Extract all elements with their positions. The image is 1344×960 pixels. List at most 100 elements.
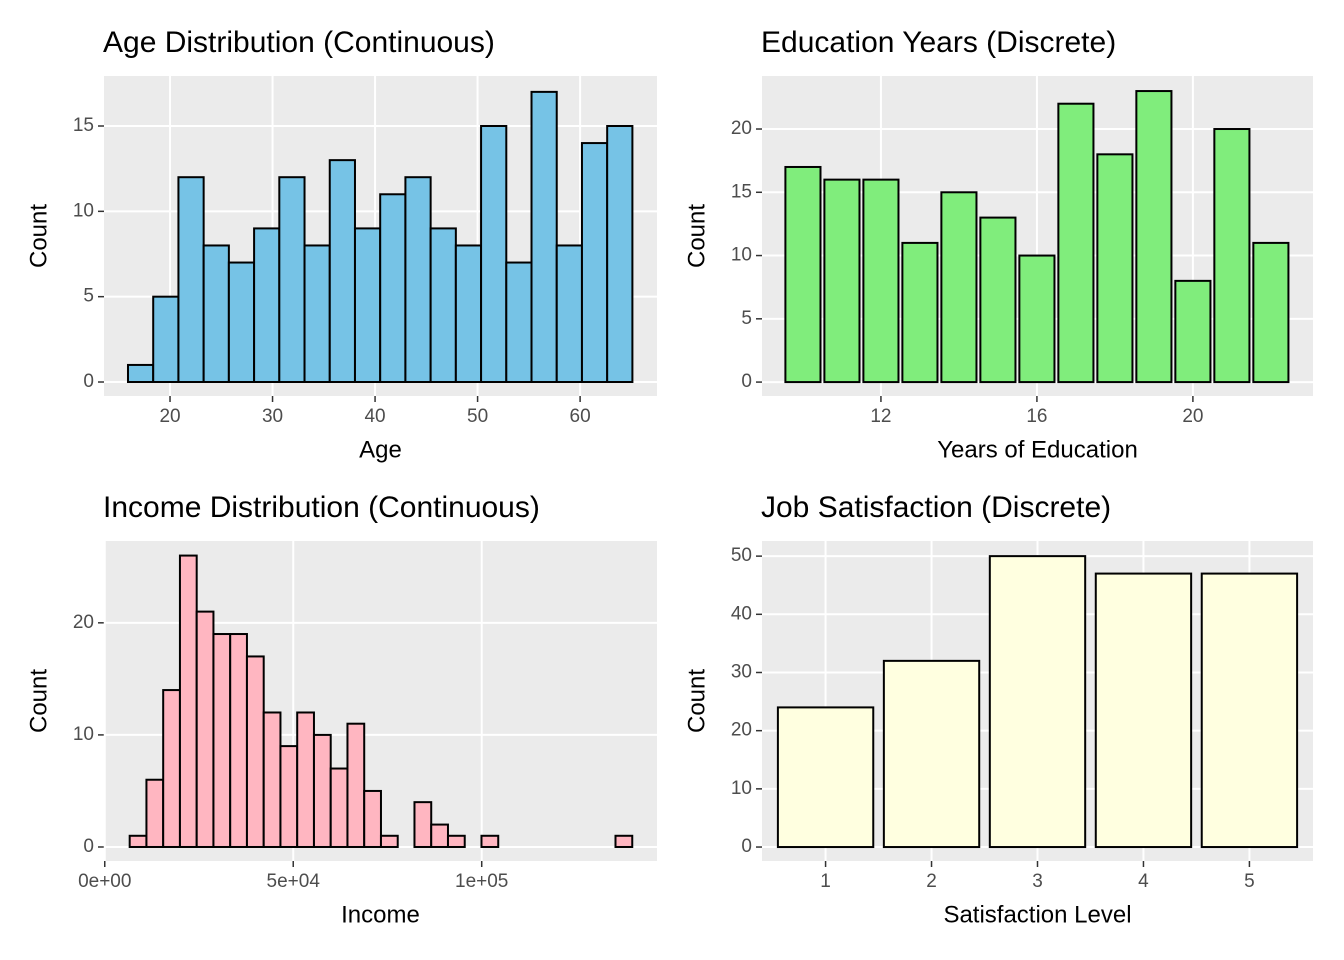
x-tick-label: 5e+04 xyxy=(267,871,321,892)
bar xyxy=(312,733,332,848)
bar xyxy=(1018,254,1056,384)
bar xyxy=(178,554,198,848)
bar xyxy=(379,834,399,848)
chart-title: Age Distribution (Continuous) xyxy=(103,26,495,59)
y-tick-label: 20 xyxy=(731,720,752,741)
y-tick-label: 5 xyxy=(83,286,94,307)
bar xyxy=(379,193,407,384)
x-axis-title: Satisfaction Level xyxy=(943,901,1131,928)
bar xyxy=(454,244,483,384)
bar xyxy=(430,823,449,848)
bar xyxy=(245,655,265,848)
bar xyxy=(229,633,248,848)
bar xyxy=(555,244,583,384)
y-tick-label: 0 xyxy=(83,371,94,392)
x-tick-label: 30 xyxy=(262,406,283,427)
bar xyxy=(988,555,1087,849)
bar xyxy=(296,711,315,848)
bar xyxy=(480,834,500,848)
bar xyxy=(1135,90,1173,384)
bar xyxy=(413,801,433,848)
bar xyxy=(882,659,981,849)
y-tick-label: 40 xyxy=(731,603,752,624)
bar xyxy=(162,689,181,848)
bar xyxy=(212,633,232,848)
x-tick-label: 1e+05 xyxy=(455,871,508,892)
bar xyxy=(429,227,457,384)
x-axis-title: Income xyxy=(341,901,420,928)
bar xyxy=(227,261,256,384)
bar xyxy=(1200,572,1299,849)
bar xyxy=(279,745,299,848)
bar xyxy=(505,261,533,384)
y-tick-label: 15 xyxy=(731,181,752,202)
bar xyxy=(446,834,466,848)
y-tick-label: 10 xyxy=(73,724,94,745)
bar xyxy=(1096,153,1134,384)
bar xyxy=(195,610,215,848)
bar xyxy=(776,706,875,849)
bar xyxy=(823,178,861,384)
bar xyxy=(979,216,1017,384)
bar xyxy=(278,176,306,384)
y-tick-label: 30 xyxy=(731,662,752,683)
bar xyxy=(353,227,382,384)
bar xyxy=(1252,241,1290,384)
y-tick-label: 0 xyxy=(741,836,752,857)
bar xyxy=(940,191,978,384)
chart-title: Income Distribution (Continuous) xyxy=(103,491,540,524)
bar xyxy=(328,159,356,384)
y-axis-title: Count xyxy=(25,204,52,268)
x-tick-label: 50 xyxy=(467,406,488,427)
bar xyxy=(128,834,148,848)
y-axis-title: Count xyxy=(683,204,710,268)
bar xyxy=(1057,102,1095,384)
x-axis-title: Years of Education xyxy=(937,436,1138,463)
bar xyxy=(1174,279,1212,384)
bar xyxy=(614,834,634,848)
y-tick-label: 0 xyxy=(83,836,94,857)
x-tick-label: 16 xyxy=(1026,406,1047,427)
x-tick-label: 20 xyxy=(159,406,180,427)
y-axis-title: Count xyxy=(683,669,710,733)
bar xyxy=(202,244,230,384)
bar xyxy=(404,176,432,384)
bar xyxy=(363,789,382,848)
x-tick-label: 4 xyxy=(1138,871,1149,892)
bar xyxy=(303,244,331,384)
x-axis-title: Age xyxy=(359,436,402,463)
x-tick-label: 3 xyxy=(1032,871,1043,892)
bar xyxy=(1094,572,1193,849)
bar xyxy=(152,295,180,384)
y-tick-label: 10 xyxy=(731,778,752,799)
bar xyxy=(253,227,281,384)
x-tick-label: 0e+00 xyxy=(78,871,131,892)
x-tick-label: 20 xyxy=(1182,406,1203,427)
chart-title: Job Satisfaction (Discrete) xyxy=(761,491,1111,524)
x-tick-label: 60 xyxy=(570,406,591,427)
bar xyxy=(901,241,939,384)
bar xyxy=(145,778,165,848)
bar xyxy=(262,711,282,848)
bar xyxy=(346,722,366,848)
y-tick-label: 0 xyxy=(741,371,752,392)
bar xyxy=(177,176,205,384)
x-tick-label: 1 xyxy=(820,871,831,892)
bar xyxy=(530,90,558,384)
chart-title: Education Years (Discrete) xyxy=(761,26,1116,59)
x-tick-label: 2 xyxy=(926,871,937,892)
bar xyxy=(606,125,634,384)
y-tick-label: 10 xyxy=(731,245,752,266)
y-tick-label: 15 xyxy=(73,115,94,136)
x-tick-label: 40 xyxy=(364,406,385,427)
y-tick-label: 20 xyxy=(731,118,752,139)
bar xyxy=(329,767,349,848)
bar xyxy=(1213,128,1251,384)
y-tick-label: 50 xyxy=(731,545,752,566)
y-axis-title: Count xyxy=(25,669,52,733)
bar xyxy=(126,363,155,384)
y-tick-label: 20 xyxy=(73,612,94,633)
y-tick-label: 5 xyxy=(741,308,752,329)
bar xyxy=(580,142,609,384)
